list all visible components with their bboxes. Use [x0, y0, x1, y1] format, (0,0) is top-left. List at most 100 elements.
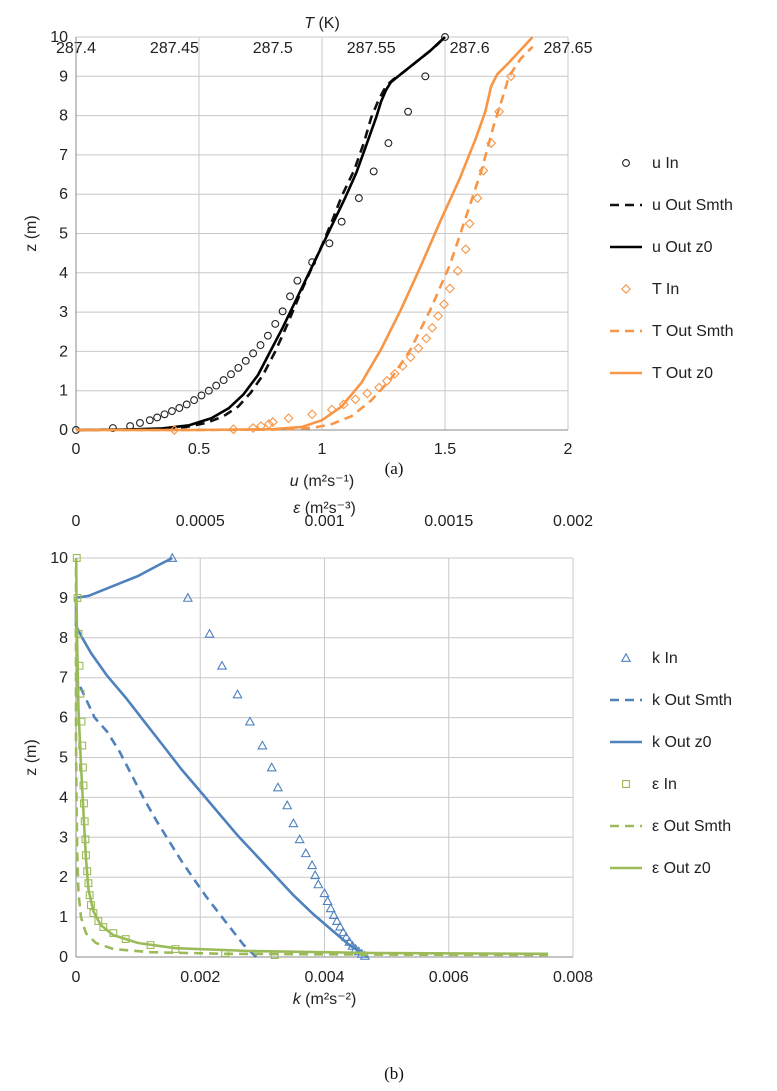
y-axis-label: z (m): [23, 215, 40, 251]
y-tick-label: 4: [59, 265, 68, 282]
data-point-t-in: [460, 244, 471, 255]
data-point-u-in: [249, 349, 258, 358]
legend-label-eps-in: ε In: [652, 776, 677, 793]
data-point-u-in: [421, 72, 430, 81]
data-point-u-in: [136, 418, 144, 427]
data-point-k-in: [300, 847, 311, 858]
legend-label-t-in: T In: [652, 281, 679, 298]
x-bottom-tick-label: 0.002: [180, 969, 220, 986]
data-point-t-in: [452, 265, 463, 276]
data-point-k-in: [313, 879, 324, 889]
data-point-k-in: [325, 902, 336, 913]
data-point-eps-in: [80, 817, 89, 826]
data-point-t-in: [228, 424, 239, 435]
data-point-k-in: [266, 762, 277, 772]
series-line-u-out-z0: [75, 36, 446, 432]
series-line-k-out-z0: [74, 556, 369, 959]
data-point-u-in: [182, 400, 191, 409]
y-tick-label: 9: [59, 68, 68, 85]
x-top-tick-label: 0.001: [304, 513, 344, 530]
series-line-k-out-smth: [74, 677, 258, 958]
data-point-k-in: [338, 926, 349, 937]
data-point-k-in: [319, 887, 330, 898]
data-point-t-in: [338, 399, 349, 410]
x-bottom-tick-label: 0: [72, 441, 81, 458]
x-bottom-tick-label: 0.008: [553, 969, 593, 986]
y-tick-label: 2: [59, 343, 68, 360]
data-point-t-in: [283, 413, 294, 424]
data-point-k-in: [310, 869, 321, 880]
data-point-k-in: [244, 716, 256, 726]
legend-swatch-eps-in: [622, 780, 630, 788]
x-top-tick-label: 0.0005: [176, 513, 225, 530]
data-point-u-in: [234, 363, 243, 372]
x-bottom-axis-label: u (m²s⁻¹): [290, 473, 354, 490]
y-tick-label: 9: [59, 590, 68, 607]
x-bottom-tick-label: 0.004: [304, 969, 344, 986]
data-point-t-in: [374, 382, 385, 393]
x-bottom-tick-label: 0: [72, 969, 81, 986]
data-point-u-in: [108, 424, 117, 432]
data-point-u-in: [271, 319, 280, 328]
x-top-tick-label: 0: [72, 513, 81, 530]
data-point-u-in: [219, 376, 228, 385]
data-point-u-in: [278, 307, 287, 316]
legend-label-eps-out-z0: ε Out z0: [652, 860, 711, 877]
data-point-u-in: [212, 381, 221, 390]
data-point-t-in: [413, 343, 424, 354]
data-point-t-in: [444, 283, 455, 294]
y-tick-label: 2: [59, 869, 68, 886]
x-bottom-tick-label: 2: [564, 441, 573, 458]
data-point-u-in: [153, 413, 162, 422]
data-point-k-in: [341, 931, 352, 941]
data-point-eps-in: [81, 835, 90, 844]
x-top-tick-label: 287.65: [544, 40, 593, 57]
data-point-t-in: [439, 299, 449, 310]
data-point-t-in: [464, 218, 475, 229]
data-point-k-in: [216, 660, 228, 670]
x-top-tick-label: 0.002: [553, 513, 593, 530]
data-point-eps-in: [171, 945, 180, 953]
x-top-axis-label: T (K): [304, 15, 340, 32]
data-point-t-in: [505, 71, 516, 82]
legend-label-u-out-z0: u Out z0: [652, 239, 713, 256]
data-point-k-in: [306, 859, 318, 870]
data-point-t-in: [381, 375, 392, 386]
x-bottom-tick-label: 1.5: [434, 441, 456, 458]
data-point-u-in: [263, 331, 272, 340]
x-top-tick-label: 287.5: [253, 40, 293, 57]
data-point-u-in: [286, 292, 294, 301]
x-top-tick-label: 0.0015: [424, 513, 473, 530]
data-point-eps-in: [146, 941, 155, 949]
y-tick-label: 1: [59, 909, 68, 926]
y-tick-label: 0: [59, 422, 68, 439]
legend-label-k-out-z0: k Out z0: [652, 734, 712, 751]
data-point-eps-in: [75, 661, 84, 670]
y-tick-label: 7: [59, 147, 68, 164]
data-point-u-in: [227, 370, 235, 379]
data-point-u-in: [325, 239, 334, 248]
y-tick-label: 3: [59, 829, 68, 846]
x-bottom-tick-label: 0.006: [429, 969, 469, 986]
x-bottom-axis-label: k (m²s⁻²): [293, 991, 357, 1008]
data-point-k-in: [322, 895, 333, 906]
y-tick-label: 4: [59, 789, 68, 806]
data-point-u-in: [145, 416, 154, 425]
data-point-t-in: [433, 311, 444, 322]
data-point-t-in: [267, 417, 278, 428]
data-point-eps-in: [72, 554, 81, 562]
y-tick-label: 5: [59, 750, 68, 767]
legend-label-u-out-smth: u Out Smth: [652, 197, 733, 214]
x-top-tick-label: 287.45: [150, 40, 199, 57]
data-point-u-in: [337, 217, 346, 226]
legend-label-u-in: u In: [652, 155, 679, 172]
legend-label-k-out-smth: k Out Smth: [652, 692, 732, 709]
panel-caption: (a): [385, 459, 404, 478]
data-point-k-in: [167, 552, 178, 562]
data-point-k-in: [182, 592, 193, 602]
y-tick-label: 7: [59, 670, 68, 687]
data-point-k-in: [204, 628, 215, 638]
series-line-eps-out-z0: [74, 557, 549, 956]
data-point-t-in: [307, 409, 318, 420]
